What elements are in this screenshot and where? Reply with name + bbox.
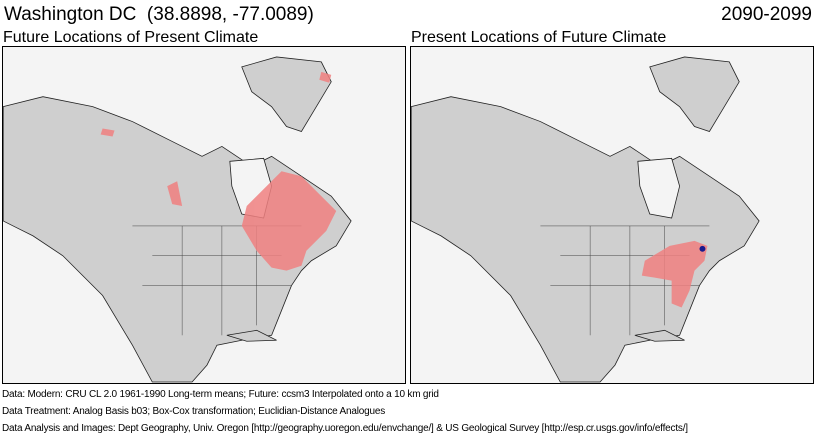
footer-credits: Data Analysis and Images: Dept Geography… [2,423,688,434]
map-future-locations [2,46,406,384]
footer-data-treatment: Data Treatment: Analog Basis b03; Box-Co… [2,406,386,417]
page-title: Washington DC (38.8898, -77.0089) [4,4,314,26]
hudson-bay [637,157,681,219]
location-name: Washington DC [4,4,137,25]
panel-title-future-locations: Future Locations of Present Climate [3,29,259,46]
greenland [649,56,740,132]
panel-title-present-locations: Present Locations of Future Climate [411,29,667,46]
site-marker [699,245,706,252]
footer-data-source: Data: Modern: CRU CL 2.0 1961-1990 Long-… [2,389,439,400]
map-present-locations [410,46,814,384]
greenland [241,56,332,132]
north-america-landmass [411,96,760,383]
analog-regions [100,71,337,271]
cuba [634,329,685,342]
analog-regions [641,240,708,308]
location-coordinates: (38.8898, -77.0089) [146,4,314,25]
cuba [226,329,277,342]
time-period: 2090-2099 [721,4,812,25]
